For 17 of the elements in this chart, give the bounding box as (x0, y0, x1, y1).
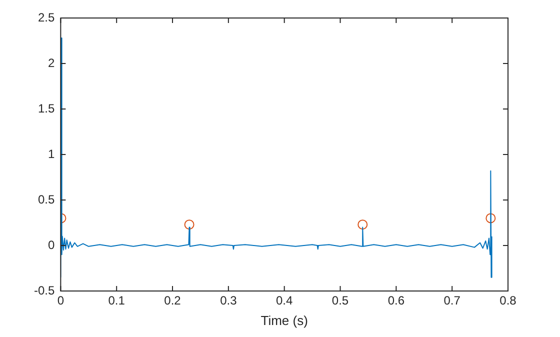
x-tick-label: 0.7 (444, 294, 461, 308)
x-tick-label: 0.4 (276, 294, 294, 308)
y-tick-label: 2 (48, 56, 55, 70)
y-tick-label: 1 (48, 146, 55, 161)
x-tick-label: 0.6 (388, 294, 405, 308)
x-axis-title: Time (s) (260, 312, 308, 328)
y-tick-label: 0.5 (38, 192, 55, 206)
y-tick-label: 1.5 (38, 101, 55, 116)
y-tick-label: 2.5 (38, 10, 55, 24)
x-tick-label: 0.1 (108, 294, 126, 308)
y-tick-label: 0 (48, 238, 55, 252)
x-tick-label: 0 (57, 294, 64, 308)
x-tick-label: 0.5 (332, 294, 349, 308)
x-tick-label: 0.2 (164, 294, 182, 308)
x-tick-label: 0.3 (220, 294, 238, 308)
x-tick-label: 0.8 (500, 294, 517, 308)
y-tick-label: -0.5 (34, 283, 55, 298)
